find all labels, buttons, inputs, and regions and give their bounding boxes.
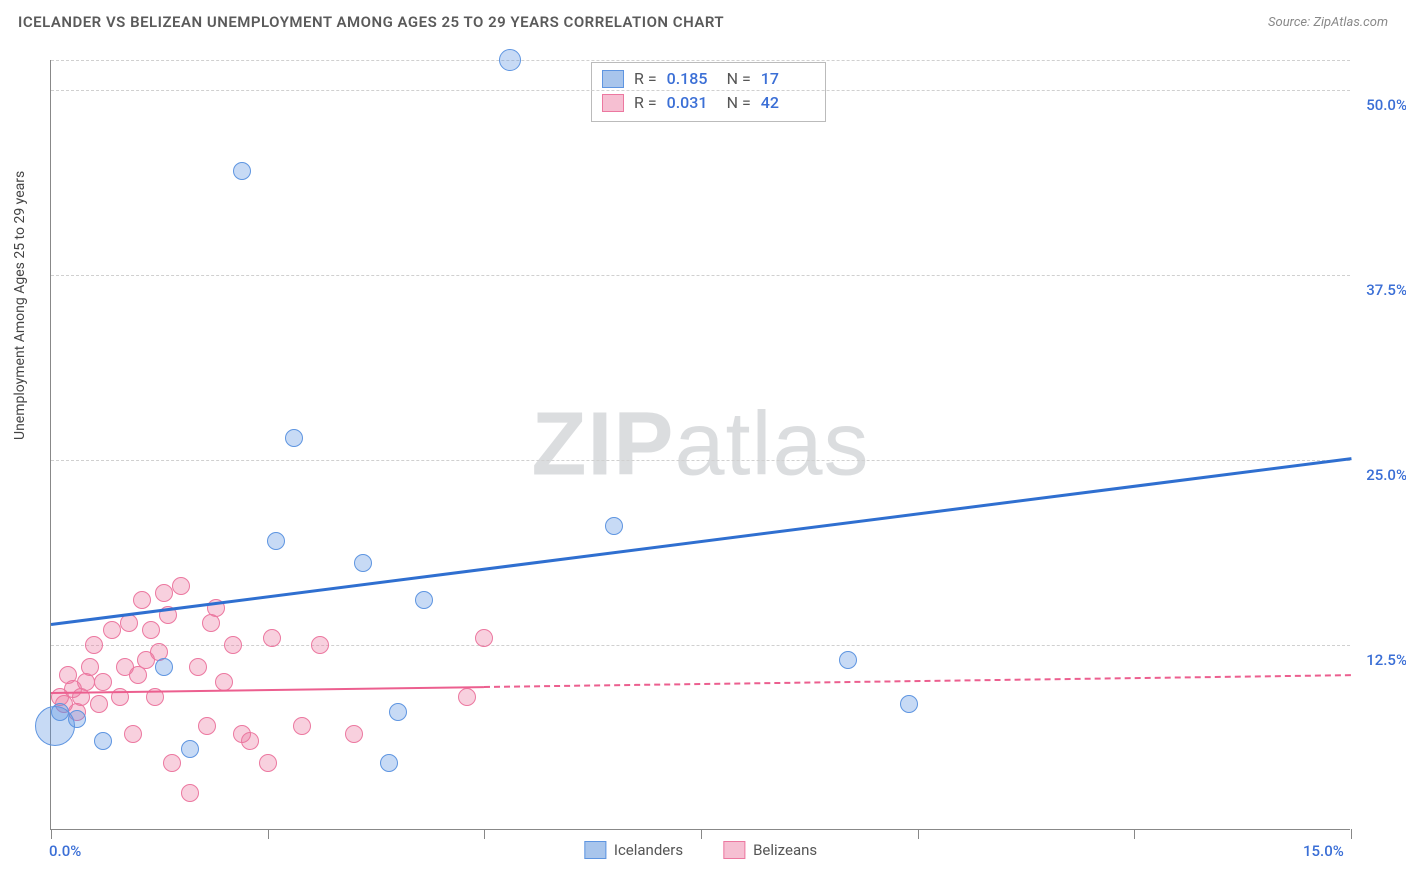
point-belizean (163, 754, 181, 772)
point-belizean (85, 636, 103, 654)
point-icelander (68, 710, 86, 728)
r-value-belizeans: 0.031 (667, 91, 717, 115)
point-icelander (499, 49, 521, 71)
point-belizean (241, 732, 259, 750)
bottom-legend: Icelanders Belizeans (584, 841, 817, 859)
point-icelander (233, 162, 251, 180)
point-icelander (389, 703, 407, 721)
trendline-icelander (51, 457, 1351, 626)
point-belizean (94, 673, 112, 691)
trendline-belizean-dashed (484, 675, 1351, 689)
point-icelander (285, 429, 303, 447)
swatch-belizeans (723, 841, 745, 859)
point-belizean (263, 629, 281, 647)
chart-title: ICELANDER VS BELIZEAN UNEMPLOYMENT AMONG… (18, 13, 724, 31)
swatch-belizeans (602, 94, 624, 112)
point-icelander (415, 591, 433, 609)
point-icelander (94, 732, 112, 750)
point-belizean (458, 688, 476, 706)
x-tick (268, 829, 269, 839)
point-belizean (189, 658, 207, 676)
point-belizean (293, 717, 311, 735)
point-icelander (839, 651, 857, 669)
n-value-belizeans: 42 (761, 91, 811, 115)
x-tick-label-left: 0.0% (49, 842, 81, 860)
stats-row-belizeans: R = 0.031 N = 42 (602, 91, 811, 115)
point-belizean (155, 584, 173, 602)
point-icelander (900, 695, 918, 713)
chart-source: Source: ZipAtlas.com (1268, 15, 1388, 30)
stats-row-icelanders: R = 0.185 N = 17 (602, 67, 811, 91)
x-tick (701, 829, 702, 839)
swatch-icelanders (584, 841, 606, 859)
point-belizean (81, 658, 99, 676)
point-icelander (354, 554, 372, 572)
point-belizean (181, 784, 199, 802)
point-belizean (90, 695, 108, 713)
point-belizean (142, 621, 160, 639)
source-prefix: Source: (1268, 15, 1313, 30)
grid-line (51, 90, 1350, 91)
point-belizean (215, 673, 233, 691)
legend-label-icelanders: Icelanders (614, 841, 683, 859)
watermark-bold: ZIP (531, 394, 674, 494)
point-belizean (345, 725, 363, 743)
watermark: ZIPatlas (531, 393, 869, 496)
n-label: N = (727, 91, 751, 115)
n-value-icelanders: 17 (761, 67, 811, 91)
point-icelander (51, 703, 69, 721)
x-tick (51, 829, 52, 839)
point-icelander (380, 754, 398, 772)
r-label: R = (634, 91, 657, 115)
r-label: R = (634, 67, 657, 91)
point-belizean (103, 621, 121, 639)
point-belizean (124, 725, 142, 743)
x-tick (918, 829, 919, 839)
swatch-icelanders (602, 70, 624, 88)
point-icelander (605, 517, 623, 535)
legend-item-icelanders: Icelanders (584, 841, 683, 859)
point-belizean (224, 636, 242, 654)
point-icelander (155, 658, 173, 676)
y-axis-label: Unemployment Among Ages 25 to 29 years (12, 171, 28, 440)
scatter-plot-area: ZIPatlas R = 0.185 N = 17 R = 0.031 N = … (50, 60, 1350, 830)
x-tick (1134, 829, 1135, 839)
y-tick-label: 50.0% (1347, 96, 1406, 114)
grid-line (51, 460, 1350, 461)
point-belizean (259, 754, 277, 772)
grid-line (51, 60, 1350, 61)
point-belizean (475, 629, 493, 647)
y-tick-label: 37.5% (1347, 281, 1406, 299)
x-tick (484, 829, 485, 839)
r-value-icelanders: 0.185 (667, 67, 717, 91)
correlation-stats-box: R = 0.185 N = 17 R = 0.031 N = 42 (591, 62, 826, 122)
watermark-rest: atlas (674, 394, 869, 494)
grid-line (51, 275, 1350, 276)
point-belizean (198, 717, 216, 735)
point-belizean (172, 577, 190, 595)
legend-item-belizeans: Belizeans (723, 841, 817, 859)
x-tick (1351, 829, 1352, 839)
x-tick-label-right: 15.0% (1303, 842, 1344, 860)
point-belizean (311, 636, 329, 654)
y-tick-label: 25.0% (1347, 466, 1406, 484)
point-belizean (133, 591, 151, 609)
y-tick-label: 12.5% (1347, 651, 1406, 669)
point-icelander (181, 740, 199, 758)
point-icelander (267, 532, 285, 550)
source-name: ZipAtlas.com (1313, 15, 1388, 30)
legend-label-belizeans: Belizeans (753, 841, 817, 859)
grid-line (51, 645, 1350, 646)
n-label: N = (727, 67, 751, 91)
